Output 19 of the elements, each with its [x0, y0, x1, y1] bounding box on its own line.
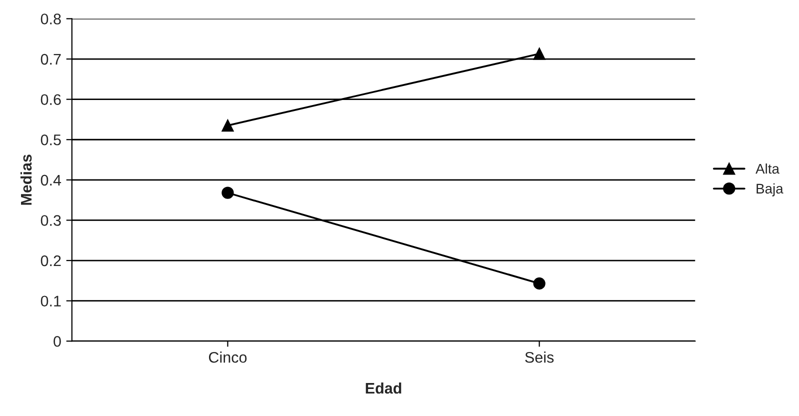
- y-axis-title: Medias: [20, 154, 32, 205]
- y-tick-label: 0.3: [40, 215, 61, 226]
- legend-label: Baja: [756, 183, 784, 196]
- y-tick-label: 0.8: [40, 14, 61, 24]
- point: [222, 186, 234, 199]
- y-tick-label: 0.7: [40, 54, 61, 65]
- x-tick-label: Cinco: [208, 352, 247, 363]
- y-tick-label: 0.6: [40, 94, 61, 106]
- y-tick-label: 0.4: [40, 174, 62, 186]
- legend-label: Alta: [756, 164, 780, 174]
- point: [222, 119, 234, 132]
- y-tick-label: 0.5: [40, 134, 61, 146]
- point: [533, 48, 546, 60]
- x-tick-label: Seis: [525, 352, 554, 363]
- x-axis-title: Edad: [366, 382, 402, 394]
- y-tick-label: 0.1: [40, 296, 61, 307]
- y-tick-label: 0: [54, 336, 61, 347]
- y-tick-label: 0.2: [40, 255, 61, 266]
- point: [533, 277, 546, 290]
